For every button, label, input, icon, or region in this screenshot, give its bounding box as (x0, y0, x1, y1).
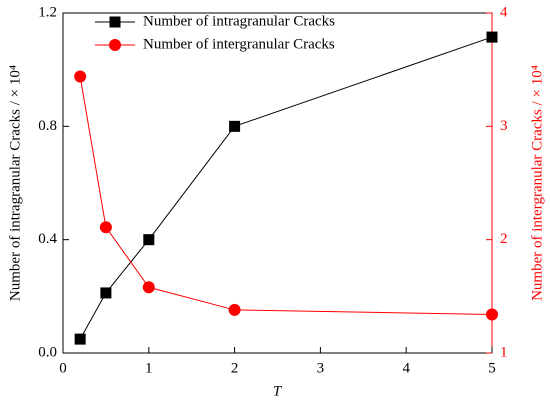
y2-tick-label: 3 (500, 118, 508, 134)
point (229, 120, 241, 132)
point (99, 221, 112, 234)
y-tick-label: 1.2 (38, 4, 57, 20)
x-tick-label: 1 (145, 360, 153, 376)
x-axis-label: T (273, 383, 283, 399)
point (74, 333, 86, 345)
series-line (79, 76, 493, 315)
point (100, 287, 112, 299)
point (143, 234, 155, 246)
x-tick-label: 3 (317, 360, 325, 376)
y2-tick-label: 1 (500, 344, 508, 360)
x-tick-label: 2 (231, 360, 239, 376)
plot-frame (62, 12, 493, 354)
legend-marker (109, 16, 121, 28)
y2-axis-label: Number of intergranular Cracks / × 10⁴ (529, 65, 545, 301)
point (142, 281, 155, 294)
y2-tick-label: 4 (500, 4, 508, 20)
y-tick-label: 0.4 (38, 231, 57, 247)
x-tick-label: 0 (59, 360, 67, 376)
legend-label: Number of intragranular Cracks (143, 13, 335, 29)
series-line (79, 36, 493, 340)
legend-label: Number of intergranular Cracks (143, 36, 335, 52)
point (228, 303, 241, 316)
y-axis-label: Number of intragranular Cracks / × 10⁴ (7, 65, 23, 301)
x-tick-label: 5 (488, 360, 496, 376)
y2-tick-label: 2 (500, 231, 508, 247)
x-tick-label: 4 (402, 360, 410, 376)
legend-marker (109, 39, 121, 51)
y-tick-label: 0.8 (38, 118, 57, 134)
y-tick-label: 0.0 (38, 344, 57, 360)
point (486, 308, 498, 321)
point (74, 70, 87, 83)
point (486, 31, 498, 43)
